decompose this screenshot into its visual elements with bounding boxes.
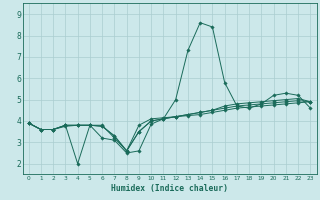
- X-axis label: Humidex (Indice chaleur): Humidex (Indice chaleur): [111, 184, 228, 193]
